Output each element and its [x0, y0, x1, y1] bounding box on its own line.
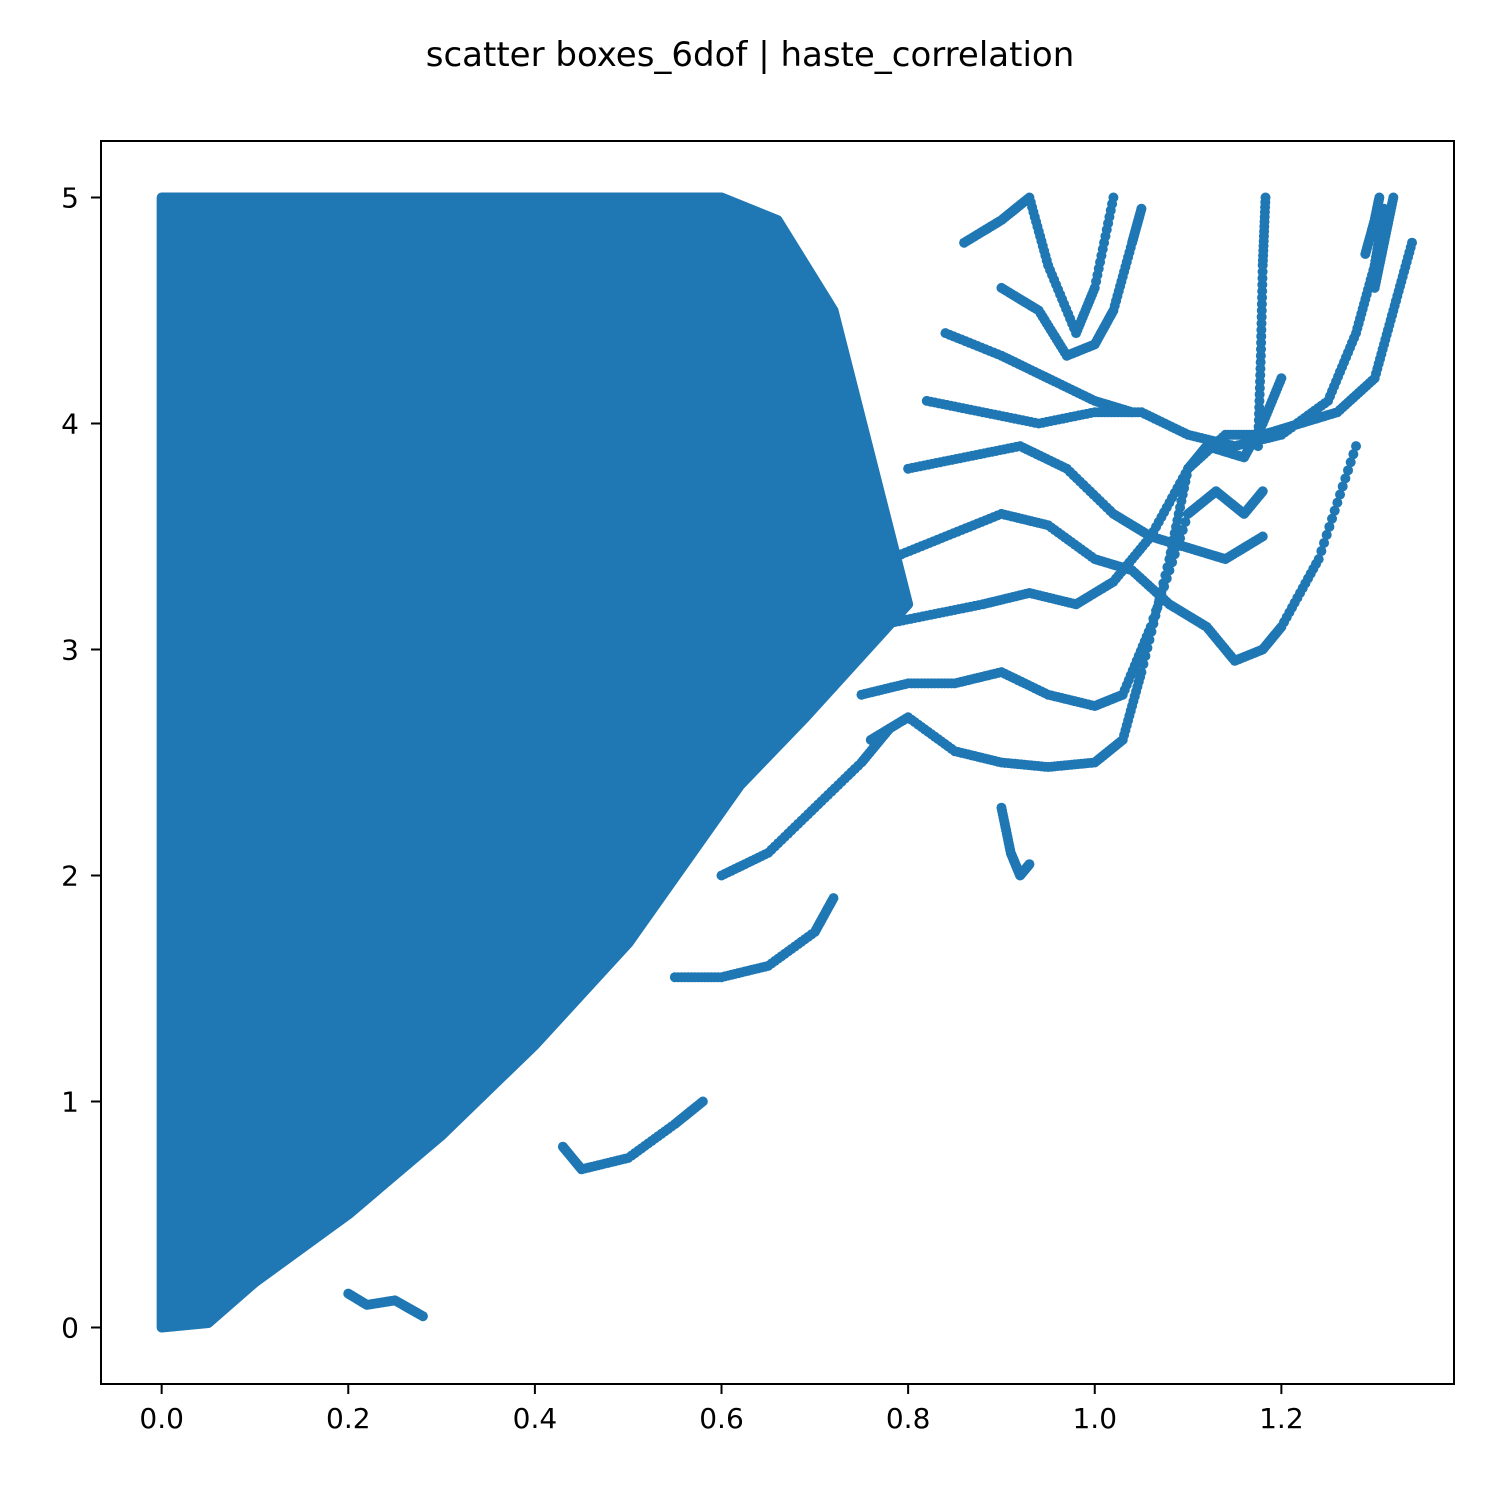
- scatter-point: [697, 1096, 708, 1107]
- y-tick-label: 4: [61, 408, 79, 441]
- scatter-point: [1324, 521, 1335, 532]
- axes-frame: [100, 140, 1455, 1385]
- scatter-series-15: [669, 893, 839, 983]
- scatter-series-12: [996, 802, 1035, 881]
- scatter-point: [1313, 554, 1324, 565]
- scatter-point: [1276, 373, 1287, 384]
- scatter-point: [1343, 465, 1354, 476]
- scatter-point: [1136, 667, 1147, 678]
- scatter-series-6: [940, 328, 1138, 418]
- scatter-point: [1374, 192, 1385, 203]
- scatter-point: [1332, 497, 1343, 508]
- dense-point-cloud: [156, 192, 914, 1333]
- scatter-point: [1151, 605, 1162, 616]
- x-tick-label: 0.2: [326, 1402, 371, 1435]
- scatter-point: [1340, 473, 1351, 484]
- scatter-series-16: [716, 723, 895, 881]
- scatter-point: [1257, 531, 1268, 542]
- scatter-point: [828, 893, 839, 904]
- scatter-series-10: [1360, 192, 1385, 259]
- scatter-point: [1348, 449, 1359, 460]
- scatter-series-14: [343, 1288, 428, 1322]
- scatter-series-7: [996, 203, 1147, 361]
- scatter-point: [1345, 457, 1356, 468]
- scatter-point: [1180, 516, 1191, 527]
- scatter-point: [1177, 525, 1188, 536]
- scatter-point: [884, 723, 895, 734]
- scatter-point: [1148, 613, 1159, 624]
- scatter-point: [1159, 581, 1170, 592]
- scatter-series-13: [557, 1096, 708, 1175]
- scatter-point: [1161, 573, 1172, 584]
- scatter-point: [1169, 549, 1180, 560]
- scatter-point: [1145, 621, 1156, 632]
- scatter-point: [1024, 859, 1035, 870]
- scatter-series-1: [856, 486, 1268, 711]
- scatter-series-9: [1253, 192, 1271, 452]
- scatter-series-3: [884, 441, 1362, 666]
- scatter-points: [156, 192, 1418, 1333]
- scatter-point: [417, 1311, 428, 1322]
- y-tick-label: 2: [61, 860, 79, 893]
- scatter-point: [1167, 557, 1178, 568]
- scatter-point: [1257, 486, 1268, 497]
- x-tick-label: 1.2: [1259, 1402, 1304, 1435]
- scatter-point: [1164, 565, 1175, 576]
- scatter-point: [1127, 407, 1138, 418]
- x-tick-label: 0.4: [513, 1402, 558, 1435]
- scatter-series-8: [959, 192, 1119, 339]
- plot-area: [100, 140, 1455, 1385]
- scatter-point: [1108, 192, 1119, 203]
- scatter-point: [1321, 529, 1332, 540]
- x-tick-label: 0.8: [886, 1402, 931, 1435]
- scatter-point: [1319, 537, 1330, 548]
- y-tick-label: 1: [61, 1086, 79, 1119]
- scatter-point: [1329, 505, 1340, 516]
- chart-title: scatter boxes_6dof | haste_correlation: [426, 35, 1075, 75]
- y-tick-label: 5: [61, 182, 79, 215]
- scatter-point: [1327, 513, 1338, 524]
- scatter-point: [1136, 203, 1147, 214]
- scatter-series-11: [1369, 192, 1399, 293]
- y-tick-label: 0: [61, 1312, 79, 1345]
- scatter-point: [1260, 192, 1271, 203]
- x-tick-label: 0.0: [139, 1402, 184, 1435]
- x-tick-label: 0.6: [699, 1402, 744, 1435]
- scatter-point: [1407, 237, 1418, 248]
- scatter-point: [1316, 546, 1327, 557]
- y-axis: 0 1 2 3 4 5: [61, 182, 101, 1345]
- scatter-point: [1337, 481, 1348, 492]
- scatter-point: [1351, 441, 1362, 452]
- x-axis: 0.0 0.2 0.4 0.6 0.8 1.0 1.2: [139, 1384, 1304, 1435]
- scatter-point: [1335, 489, 1346, 500]
- x-tick-label: 1.0: [1072, 1402, 1117, 1435]
- scatter-point: [1388, 192, 1399, 203]
- y-tick-label: 3: [61, 634, 79, 667]
